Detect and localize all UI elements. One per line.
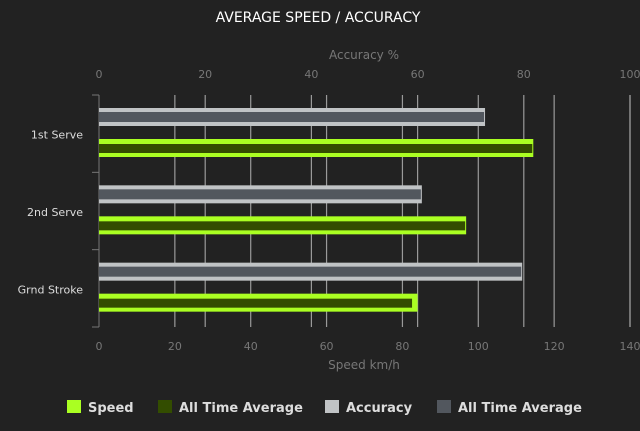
legend-swatch bbox=[158, 400, 172, 413]
top-tick-label: 80 bbox=[517, 68, 531, 81]
bottom-tick-label: 80 bbox=[395, 340, 409, 353]
bottom-axis-label: Speed km/h bbox=[328, 358, 400, 372]
legend-swatch bbox=[325, 400, 339, 413]
bottom-tick-label: 40 bbox=[244, 340, 258, 353]
bar-speed-average bbox=[99, 221, 465, 230]
legend-swatch bbox=[67, 400, 81, 413]
chart-title: AVERAGE SPEED / ACCURACY bbox=[216, 10, 421, 26]
legend-item[interactable]: All Time Average bbox=[437, 400, 582, 416]
top-tick-label: 20 bbox=[198, 68, 212, 81]
category-label: 1st Serve bbox=[31, 129, 83, 142]
legend-item[interactable]: Speed bbox=[67, 400, 134, 416]
top-axis-label: Accuracy % bbox=[329, 48, 399, 62]
top-tick-label: 60 bbox=[411, 68, 425, 81]
bar-accuracy-average bbox=[99, 112, 484, 122]
legend-label: Speed bbox=[88, 401, 134, 416]
bottom-tick-label: 0 bbox=[96, 340, 103, 353]
legend-swatch bbox=[437, 400, 451, 413]
top-tick-label: 100 bbox=[620, 68, 640, 81]
bottom-tick-label: 140 bbox=[620, 340, 640, 353]
bottom-tick-label: 120 bbox=[544, 340, 565, 353]
legend-label: All Time Average bbox=[179, 401, 303, 416]
legend-label: Accuracy bbox=[346, 401, 413, 416]
top-tick-label: 0 bbox=[96, 68, 103, 81]
bar-speed-average bbox=[99, 299, 412, 308]
bottom-tick-label: 100 bbox=[468, 340, 489, 353]
legend-item[interactable]: Accuracy bbox=[325, 400, 413, 416]
top-tick-label: 40 bbox=[304, 68, 318, 81]
bar-accuracy-average bbox=[99, 267, 521, 277]
category-label: 2nd Serve bbox=[27, 206, 83, 219]
category-label: Grnd Stroke bbox=[18, 283, 84, 296]
legend-item[interactable]: All Time Average bbox=[158, 400, 303, 416]
bottom-tick-label: 20 bbox=[168, 340, 182, 353]
bottom-tick-label: 60 bbox=[320, 340, 334, 353]
legend-label: All Time Average bbox=[458, 401, 582, 416]
bar-speed-average bbox=[99, 144, 532, 153]
bar-accuracy-average bbox=[99, 189, 421, 199]
